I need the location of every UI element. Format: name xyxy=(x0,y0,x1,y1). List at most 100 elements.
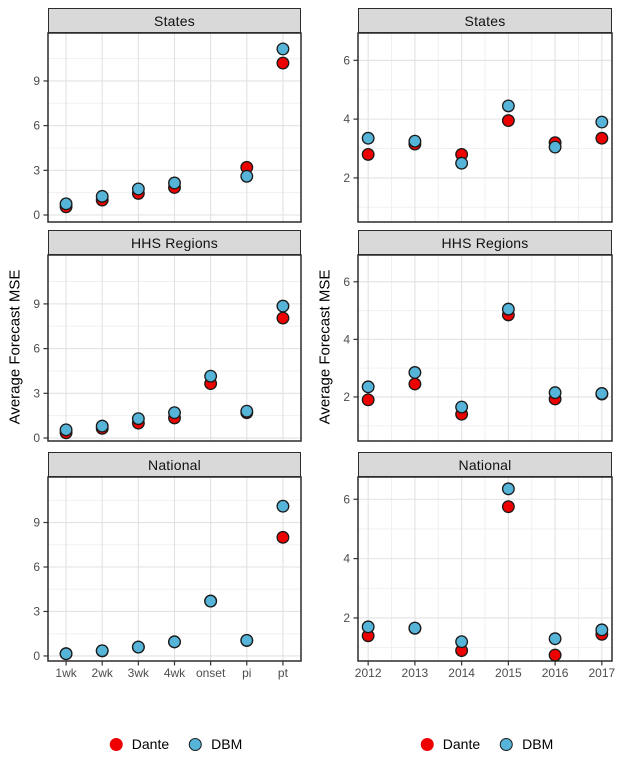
y-tick-label: 0 xyxy=(33,649,40,663)
point-dbm xyxy=(361,131,375,145)
point-dbm xyxy=(240,404,254,418)
x-tick-label: pt xyxy=(278,666,289,680)
point-dbm xyxy=(59,423,73,437)
y-tick-label: 2 xyxy=(343,171,350,185)
x-tick-label: 2015 xyxy=(495,666,522,680)
x-tick-label: 2017 xyxy=(588,666,615,680)
y-tick-label: 6 xyxy=(343,492,350,506)
panel-border xyxy=(357,476,613,662)
panel-border xyxy=(357,32,613,223)
x-tick-label: 2wk xyxy=(92,666,114,680)
point-dbm xyxy=(408,621,422,635)
point-dante xyxy=(595,131,609,145)
y-tick-label: 0 xyxy=(33,208,40,222)
y-tick-label: 3 xyxy=(33,163,40,177)
point-dbm xyxy=(95,419,109,433)
point-dante xyxy=(276,311,290,325)
y-tick-label: 9 xyxy=(33,297,40,311)
y-tick-label: 9 xyxy=(33,74,40,88)
point-dbm xyxy=(59,197,73,211)
y-tick-label: 6 xyxy=(343,53,350,67)
point-dante xyxy=(501,114,515,128)
x-tick-label: 3wk xyxy=(128,666,150,680)
point-dbm xyxy=(240,169,254,183)
point-dbm xyxy=(455,400,469,414)
facet-strip-states-right: States xyxy=(358,8,612,33)
point-dbm xyxy=(276,499,290,513)
point-dbm xyxy=(95,189,109,203)
point-dbm xyxy=(501,482,515,496)
point-dbm xyxy=(131,412,145,426)
dbm-key-icon xyxy=(500,737,514,751)
point-dante xyxy=(408,377,422,391)
x-tick-label: onset xyxy=(196,666,226,680)
y-axis-label-right: Average Forecast MSE xyxy=(316,269,334,425)
point-dante xyxy=(501,500,515,514)
point-dbm xyxy=(455,635,469,649)
point-dbm xyxy=(204,594,218,608)
point-dbm xyxy=(95,644,109,658)
point-dbm xyxy=(240,633,254,647)
legend-label-dante: Dante xyxy=(442,736,481,752)
point-dbm xyxy=(59,647,73,661)
y-tick-label: 2 xyxy=(343,611,350,625)
facet-strip-states-left: States xyxy=(48,8,301,33)
point-dbm xyxy=(501,302,515,316)
point-dbm xyxy=(361,380,375,394)
point-dante xyxy=(361,393,375,407)
y-tick-label: 3 xyxy=(33,604,40,618)
point-dante xyxy=(361,147,375,161)
legend-right: Dante DBM xyxy=(420,736,553,752)
x-tick-label: 2014 xyxy=(448,666,475,680)
point-dbm xyxy=(548,386,562,400)
point-dbm xyxy=(131,182,145,196)
y-tick-label: 6 xyxy=(33,119,40,133)
point-dante xyxy=(276,530,290,544)
x-tick-label: pi xyxy=(242,666,251,680)
point-dbm xyxy=(168,406,181,420)
dante-key-icon xyxy=(420,737,434,751)
y-tick-label: 6 xyxy=(343,275,350,289)
legend-item-dante: Dante xyxy=(420,736,481,752)
point-dbm xyxy=(595,623,609,637)
facet-strip-national-left: National xyxy=(48,452,301,477)
point-dbm xyxy=(131,640,145,654)
x-tick-label: 4wk xyxy=(164,666,186,680)
legend-item-dante: Dante xyxy=(109,736,170,752)
point-dbm xyxy=(548,632,562,646)
point-dante xyxy=(276,56,290,70)
legend-label-dante: Dante xyxy=(131,736,170,752)
point-dbm xyxy=(276,42,290,56)
legend-label-dbm: DBM xyxy=(211,736,243,752)
y-tick-label: 9 xyxy=(33,516,40,530)
x-tick-label: 1wk xyxy=(55,666,77,680)
legend-left: Dante DBM xyxy=(109,736,242,752)
legend-label-dbm: DBM xyxy=(522,736,554,752)
point-dbm xyxy=(595,115,609,129)
point-dbm xyxy=(408,366,422,379)
point-dbm xyxy=(276,299,290,313)
x-tick-label: 2013 xyxy=(402,666,429,680)
point-dbm xyxy=(548,140,562,154)
y-tick-label: 6 xyxy=(33,560,40,574)
panel-border xyxy=(357,254,613,442)
legend-item-dbm: DBM xyxy=(189,736,242,752)
point-dbm xyxy=(361,620,375,634)
y-axis-label-left: Average Forecast MSE xyxy=(6,269,24,425)
y-tick-label: 4 xyxy=(343,332,350,346)
facet-strip-national-right: National xyxy=(358,452,612,477)
y-tick-label: 3 xyxy=(33,386,40,400)
legend-item-dbm: DBM xyxy=(500,736,553,752)
y-tick-label: 4 xyxy=(343,112,350,126)
point-dbm xyxy=(168,635,181,649)
y-tick-label: 6 xyxy=(33,342,40,356)
x-tick-label: 2016 xyxy=(542,666,569,680)
point-dante xyxy=(548,648,562,662)
point-dbm xyxy=(168,176,181,190)
point-dbm xyxy=(595,387,609,400)
x-tick-label: 2012 xyxy=(355,666,382,680)
point-dbm xyxy=(501,99,515,113)
y-tick-label: 2 xyxy=(343,390,350,404)
